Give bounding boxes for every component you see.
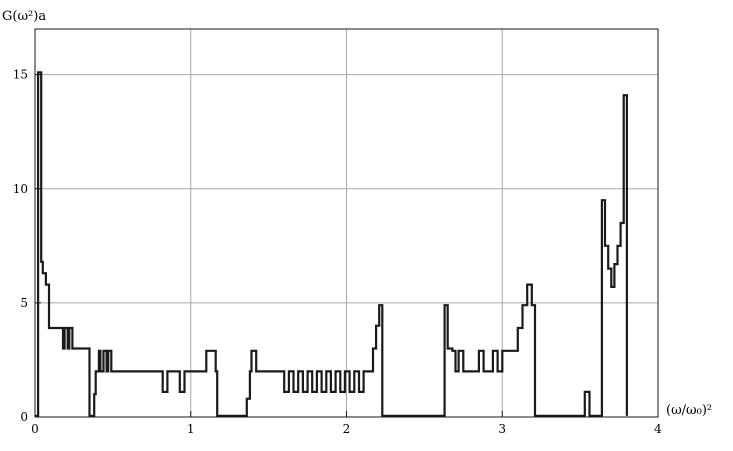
x-tick-label: 3 bbox=[498, 422, 506, 436]
grid bbox=[35, 29, 658, 417]
ticks bbox=[34, 74, 659, 418]
y-tick-label: 0 bbox=[20, 410, 28, 424]
series-line bbox=[35, 71, 628, 417]
y-tick-label: 15 bbox=[13, 68, 28, 82]
y-axis-label: G(ω²)a bbox=[2, 9, 46, 24]
x-tick-label: 2 bbox=[343, 422, 351, 436]
x-tick-label: 0 bbox=[31, 422, 39, 436]
y-tick-label: 10 bbox=[13, 182, 28, 196]
x-tick-label: 4 bbox=[654, 422, 662, 436]
x-tick-label: 1 bbox=[187, 422, 195, 436]
series-group bbox=[35, 71, 628, 417]
x-axis-label: (ω/ω₀)² bbox=[666, 403, 712, 418]
tick-labels: 0 1 2 3 4 0 5 10 15 bbox=[13, 68, 662, 436]
y-tick-label: 5 bbox=[20, 296, 28, 310]
